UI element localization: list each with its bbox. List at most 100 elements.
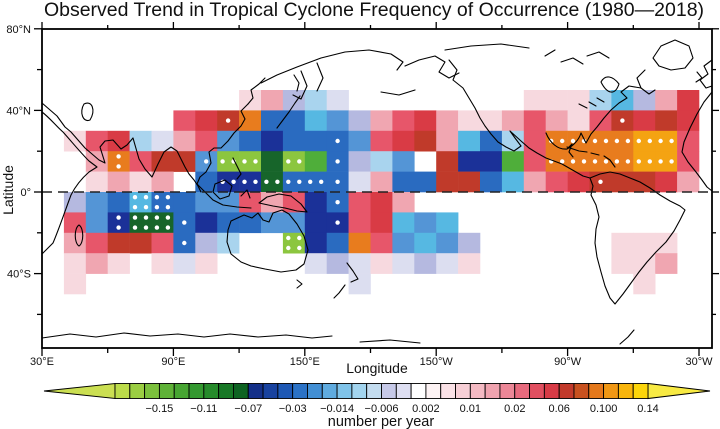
colorbar-segment — [232, 383, 249, 399]
colorbar-segment — [381, 383, 397, 399]
colorbar-segment — [514, 383, 531, 399]
grid-cell — [348, 212, 371, 234]
colorbar-segment — [277, 383, 294, 399]
coastline — [404, 43, 530, 79]
grid-cell — [261, 130, 284, 152]
grid-cell — [633, 110, 656, 132]
stipple-dot — [625, 159, 631, 164]
stipple-dot — [286, 179, 291, 184]
colorbar-segment — [158, 383, 175, 399]
grid-cell — [523, 171, 546, 193]
grid-cell — [151, 253, 174, 274]
grid-cell — [217, 232, 240, 254]
grid-cell — [63, 273, 87, 295]
stipple-dot — [225, 118, 231, 123]
coastline — [212, 179, 233, 200]
stipple-dot — [620, 118, 625, 123]
coastline — [226, 209, 309, 273]
stipple-dot — [598, 179, 603, 184]
grid-cell — [392, 151, 415, 172]
grid-cell — [545, 130, 568, 152]
grid-cell — [239, 151, 262, 172]
stipple-dot — [297, 159, 302, 164]
x-tick-label: 150°W — [420, 356, 454, 368]
grid-cell — [282, 110, 306, 132]
grid-cell — [348, 130, 371, 152]
grid-cell — [589, 130, 612, 152]
coastline — [132, 103, 249, 193]
grid-cell — [567, 110, 590, 132]
colorbar-tick-label: 0.14 — [637, 403, 658, 415]
colorbar-segment — [469, 383, 486, 399]
colorbar-segment — [543, 383, 560, 399]
y-tick-label: 80°N — [6, 24, 31, 36]
grid-cell — [195, 212, 218, 234]
grid-cell — [392, 232, 415, 254]
grid-cell — [129, 212, 152, 234]
stipple-dot — [286, 245, 291, 251]
stipple-dot — [116, 225, 121, 230]
grid-cell — [282, 90, 306, 111]
grid-cell — [217, 212, 240, 234]
colorbar-segment — [484, 383, 501, 399]
coastline — [681, 91, 713, 192]
coastline — [258, 193, 308, 213]
stipple-dot — [581, 159, 587, 164]
grid-cell — [282, 171, 306, 193]
grid-cell — [436, 232, 459, 254]
grid-cell — [458, 232, 481, 254]
grid-cell — [348, 273, 371, 295]
grid-cell — [107, 130, 130, 152]
stipple-dot — [592, 159, 598, 164]
stipple-dot — [154, 195, 160, 200]
grid-cell — [370, 110, 393, 132]
plot-frame — [41, 28, 713, 349]
grid-cell — [633, 232, 656, 254]
grid-cell — [85, 171, 108, 193]
grid-cell — [414, 171, 437, 193]
stipple-dot — [647, 159, 652, 164]
grid-cell — [392, 192, 415, 213]
grid-cell — [392, 130, 415, 152]
axis-tick-labels: 30°E 90°E 150°E 150°W 90°W 30°W 80°N 40°N 0° 40°S — [6, 24, 713, 368]
colorbar-segment — [529, 383, 545, 399]
coastline — [260, 49, 404, 84]
grid-cell — [677, 171, 700, 193]
grid-cell — [545, 90, 568, 111]
stipple-dot — [253, 159, 258, 164]
coastlines — [41, 39, 713, 345]
grid-cell — [304, 212, 327, 234]
grid-cell — [348, 110, 371, 132]
colorbar-segment — [307, 383, 323, 399]
grid-cell — [195, 130, 218, 152]
stipple-dot — [669, 138, 674, 144]
stipple-dot — [242, 159, 247, 164]
grid-cell — [107, 151, 130, 172]
stipple-dot — [592, 138, 598, 144]
grid-cell — [370, 253, 393, 274]
colorbar-segment — [188, 383, 205, 399]
y-tick-label: 40°S — [7, 269, 31, 281]
x-tick-label: 30°E — [30, 356, 54, 368]
grid-cell — [239, 212, 262, 234]
colorbar-segment — [351, 383, 368, 399]
grid-cell — [414, 253, 437, 274]
grid-cell — [458, 253, 481, 274]
grid-cell — [195, 253, 218, 274]
stipple-dot — [636, 138, 641, 144]
axis-ticks — [34, 22, 719, 356]
grid-cell — [282, 192, 306, 213]
grid-cell — [414, 232, 437, 254]
coastline — [544, 49, 610, 65]
colorbar-segment — [247, 383, 264, 399]
grid-cell — [348, 192, 371, 213]
grid-cell — [414, 212, 437, 234]
stipple-dot — [165, 215, 171, 220]
stipple-dot — [182, 220, 187, 225]
grid-cell — [129, 171, 152, 193]
grid-cell — [611, 151, 634, 172]
grid-cell — [370, 192, 393, 213]
grid-cell — [195, 110, 218, 132]
stipple-dot — [231, 179, 236, 184]
colorbar-tick-label: −0.03 — [279, 403, 307, 415]
